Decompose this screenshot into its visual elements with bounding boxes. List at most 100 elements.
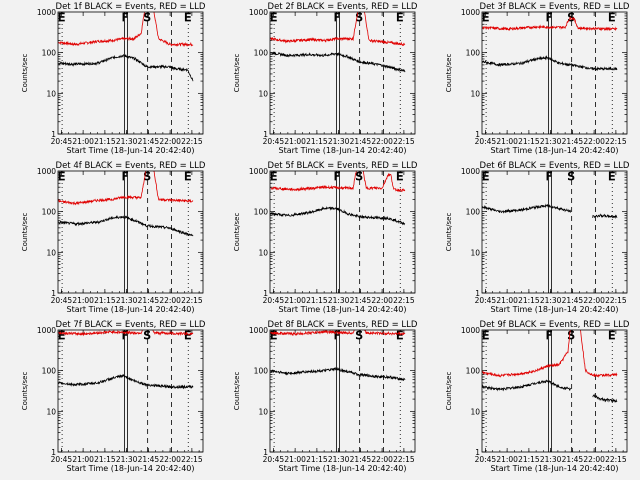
time-marker-label: E bbox=[608, 11, 615, 24]
panel-title: Det 3f BLACK = Events, RED = LLD bbox=[480, 2, 630, 12]
y-tick-label: 100 bbox=[254, 49, 269, 58]
x-tick-label: 22:00 bbox=[371, 296, 393, 305]
x-tick-label: 21:00 bbox=[496, 137, 518, 146]
x-tick-label: 21:45 bbox=[562, 296, 584, 305]
time-marker-label: F bbox=[546, 329, 552, 342]
y-tick-label: 10 bbox=[470, 89, 480, 98]
y-tick-label: 10 bbox=[258, 89, 268, 98]
x-tick-label: 21:00 bbox=[72, 137, 94, 146]
x-axis-label: Start Time (18-Jun-14 20:42:40) bbox=[491, 305, 619, 314]
x-tick-label: 21:30 bbox=[116, 296, 138, 305]
x-tick-label: 21:00 bbox=[72, 455, 94, 464]
x-tick-label: 21:00 bbox=[284, 137, 306, 146]
time-marker-label: E bbox=[270, 329, 277, 342]
y-axis-label: Counts/sec bbox=[233, 213, 241, 252]
lld-line bbox=[58, 330, 194, 337]
time-marker-label: E bbox=[58, 329, 65, 342]
events-line bbox=[482, 379, 618, 403]
lld-line bbox=[270, 12, 406, 47]
y-tick-label: 1000 bbox=[249, 326, 268, 335]
y-tick-label: 1000 bbox=[249, 8, 268, 17]
x-tick-label: 21:30 bbox=[540, 455, 562, 464]
time-marker-label: E bbox=[58, 170, 65, 183]
plot-frame bbox=[57, 11, 204, 135]
x-tick-label: 21:45 bbox=[138, 296, 160, 305]
y-tick-label: 1 bbox=[263, 289, 268, 298]
x-tick-label: 22:15 bbox=[393, 296, 415, 305]
panel-det-5: Det 5f BLACK = Events, RED = LLD 1 10 100 10… bbox=[233, 161, 418, 314]
x-tick-label: 21:30 bbox=[328, 137, 350, 146]
plot-frame bbox=[57, 329, 204, 453]
x-tick-label: 20:45 bbox=[263, 137, 285, 146]
x-tick-label: 21:30 bbox=[540, 137, 562, 146]
y-tick-label: 100 bbox=[466, 49, 481, 58]
x-tick-label: 22:15 bbox=[393, 455, 415, 464]
x-tick-label: 22:00 bbox=[371, 455, 393, 464]
x-tick-label: 21:15 bbox=[94, 455, 116, 464]
time-marker-label: S bbox=[356, 329, 363, 342]
y-tick-label: 1 bbox=[51, 289, 56, 298]
x-tick-label: 22:00 bbox=[583, 137, 605, 146]
panel-det-7: Det 7f BLACK = Events, RED = LLD 1 10 100 10… bbox=[21, 320, 206, 473]
lld-line bbox=[482, 16, 618, 32]
x-tick-label: 22:15 bbox=[605, 137, 627, 146]
events-line bbox=[482, 55, 618, 72]
events-line bbox=[58, 53, 194, 82]
x-tick-label: 22:15 bbox=[181, 455, 203, 464]
x-tick-label: 21:15 bbox=[94, 296, 116, 305]
x-tick-label: 20:45 bbox=[263, 296, 285, 305]
events-line bbox=[482, 203, 618, 219]
y-tick-label: 10 bbox=[470, 407, 480, 416]
x-axis-label: Start Time (18-Jun-14 20:42:40) bbox=[67, 305, 195, 314]
panel-det-4: Det 4f BLACK = Events, RED = LLD 1 10 100 10… bbox=[21, 161, 206, 314]
x-tick-label: 22:15 bbox=[605, 455, 627, 464]
x-tick-label: 21:45 bbox=[350, 296, 372, 305]
x-tick-label: 21:15 bbox=[518, 296, 540, 305]
x-axis-label: Start Time (18-Jun-14 20:42:40) bbox=[279, 146, 407, 155]
panel-det-9: Det 9f BLACK = Events, RED = LLD 1 10 100 10… bbox=[445, 320, 630, 473]
time-marker-label: E bbox=[58, 11, 65, 24]
y-axis-label: Counts/sec bbox=[233, 54, 241, 93]
x-tick-label: 20:45 bbox=[475, 296, 497, 305]
x-tick-label: 21:45 bbox=[562, 455, 584, 464]
y-tick-label: 1 bbox=[475, 130, 480, 139]
y-tick-label: 100 bbox=[42, 208, 57, 217]
y-tick-label: 1 bbox=[475, 289, 480, 298]
time-marker-label: E bbox=[396, 329, 403, 342]
time-marker-label: E bbox=[482, 329, 489, 342]
y-axis-label: Counts/sec bbox=[445, 372, 453, 411]
time-marker-label: F bbox=[122, 170, 128, 183]
time-marker-label: F bbox=[546, 11, 552, 24]
time-marker-label: F bbox=[546, 170, 552, 183]
x-tick-label: 21:15 bbox=[94, 137, 116, 146]
time-marker-label: E bbox=[184, 170, 191, 183]
time-marker-label: E bbox=[396, 11, 403, 24]
x-tick-label: 22:00 bbox=[583, 296, 605, 305]
time-marker-label: E bbox=[184, 11, 191, 24]
panel-title: Det 6f BLACK = Events, RED = LLD bbox=[480, 161, 630, 171]
plot-frame bbox=[269, 329, 416, 453]
time-marker-label: E bbox=[184, 329, 191, 342]
y-axis-label: Counts/sec bbox=[445, 54, 453, 93]
panel-det-3: Det 3f BLACK = Events, RED = LLD 1 10 100 10… bbox=[445, 2, 630, 155]
x-tick-label: 21:15 bbox=[306, 137, 328, 146]
x-axis-label: Start Time (18-Jun-14 20:42:40) bbox=[491, 146, 619, 155]
x-tick-label: 21:45 bbox=[562, 137, 584, 146]
x-tick-label: 21:00 bbox=[496, 455, 518, 464]
panel-det-1: Det 1f BLACK = Events, RED = LLD 1 10 100 10… bbox=[21, 2, 206, 155]
x-tick-label: 21:15 bbox=[306, 296, 328, 305]
events-line bbox=[58, 214, 194, 237]
lld-line bbox=[482, 330, 618, 378]
x-axis-label: Start Time (18-Jun-14 20:42:40) bbox=[279, 305, 407, 314]
panel-title: Det 1f BLACK = Events, RED = LLD bbox=[56, 2, 206, 12]
time-marker-label: F bbox=[122, 11, 128, 24]
lld-line bbox=[58, 171, 194, 206]
x-tick-label: 21:45 bbox=[350, 455, 372, 464]
y-tick-label: 10 bbox=[258, 248, 268, 257]
y-tick-label: 1 bbox=[263, 448, 268, 457]
x-axis-label: Start Time (18-Jun-14 20:42:40) bbox=[67, 146, 195, 155]
y-axis-label: Counts/sec bbox=[445, 213, 453, 252]
plot-frame bbox=[481, 329, 628, 453]
y-axis-label: Counts/sec bbox=[21, 213, 29, 252]
